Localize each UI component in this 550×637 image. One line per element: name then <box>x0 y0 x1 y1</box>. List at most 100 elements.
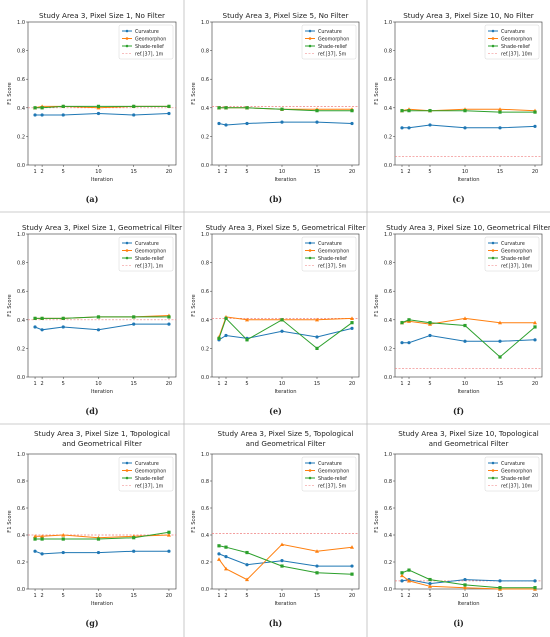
x-tick-label: 2 <box>41 169 44 175</box>
x-tick-label: 1 <box>400 381 403 387</box>
y-tick-label: 1.0 <box>201 20 209 26</box>
legend-label: Curvature <box>501 29 525 35</box>
legend-marker <box>308 256 312 260</box>
y-tick-label: 0.4 <box>201 533 209 539</box>
y-tick-label: 0.4 <box>17 533 25 539</box>
x-tick-label: 15 <box>497 169 503 175</box>
legend-label: Curvature <box>501 241 525 247</box>
y-tick-label: 0.0 <box>201 163 209 169</box>
y-tick-label: 0.6 <box>17 506 25 512</box>
data-point <box>132 549 136 553</box>
series-line-geomorphon <box>35 534 170 539</box>
chart-svg: Study Area 3, Pixel Size 1, Topologicala… <box>7 429 177 607</box>
legend-marker <box>491 476 495 480</box>
plot-frame <box>211 233 360 378</box>
data-point <box>40 552 44 556</box>
x-tick-label: 20 <box>349 593 355 599</box>
x-tick-label: 1 <box>400 593 403 599</box>
legend-label: Shade-relief <box>318 44 347 50</box>
x-tick-label: 1 <box>217 381 220 387</box>
chart-panel-b: Study Area 3, Pixel Size 5, No Filter 0.0… <box>184 0 367 212</box>
x-tick-label: 20 <box>349 381 355 387</box>
x-tick-label: 10 <box>462 593 468 599</box>
chart-title: Study Area 3, Pixel Size 10, No Filter <box>403 11 534 20</box>
x-tick-label: 2 <box>407 381 410 387</box>
data-point <box>40 113 44 117</box>
x-tick-label: 10 <box>95 381 101 387</box>
y-tick-label: 0.6 <box>201 289 209 295</box>
x-tick-label: 5 <box>245 381 248 387</box>
data-point <box>217 552 221 556</box>
legend-label: Shade-relief <box>318 256 347 262</box>
data-point <box>280 329 284 333</box>
chart-title: and Geometrical Filter <box>62 439 142 448</box>
y-tick-label: 0.0 <box>201 587 209 593</box>
y-tick-label: 0.2 <box>17 134 25 140</box>
data-point <box>428 582 432 586</box>
y-tick-label: 0.8 <box>384 261 392 267</box>
data-point <box>315 335 319 339</box>
data-point <box>315 549 319 553</box>
data-point <box>350 545 354 549</box>
x-tick-label: 10 <box>279 381 285 387</box>
legend-label: Curvature <box>318 29 342 35</box>
chart-svg: Study Area 3, Pixel Size 10, No Filter 0.… <box>374 11 543 183</box>
y-tick-label: 0.4 <box>17 318 25 324</box>
data-point <box>533 325 537 329</box>
data-point <box>132 536 136 540</box>
data-point <box>463 577 467 582</box>
series-line-curvature <box>218 121 353 126</box>
data-point <box>428 333 432 338</box>
x-axis-label: Iteration <box>274 389 296 395</box>
data-point <box>400 109 404 113</box>
legend-marker <box>308 249 312 252</box>
data-point <box>498 110 502 114</box>
legend-marker <box>125 469 129 472</box>
data-point <box>498 320 502 325</box>
y-tick-label: 0.6 <box>201 506 209 512</box>
x-axis-label: Iteration <box>457 177 479 183</box>
data-point <box>33 106 37 110</box>
chart-title: Study Area 3, Pixel Size 10, Geometrical… <box>386 223 550 232</box>
data-point <box>407 126 411 130</box>
y-tick-label: 0.8 <box>201 261 209 267</box>
series-line-shade-relief <box>402 110 535 113</box>
x-tick-label: 2 <box>224 169 227 175</box>
data-point <box>132 113 136 117</box>
x-tick-label: 15 <box>314 593 320 599</box>
x-tick-label: 2 <box>41 593 44 599</box>
series-line-shade-relief <box>401 569 535 589</box>
legend-marker <box>125 461 129 465</box>
legend-label: Geomorphon <box>501 468 532 474</box>
chart-svg: Study Area 3, Pixel Size 10, Topological… <box>374 429 543 607</box>
data-point <box>498 126 502 130</box>
legend-box <box>301 236 357 272</box>
data-point <box>428 321 432 325</box>
y-tick-label: 0.4 <box>17 106 25 112</box>
data-point <box>350 326 354 330</box>
y-tick-label: 0.6 <box>384 506 392 512</box>
legend-label: Geomorphon <box>135 36 166 42</box>
chart-panel-f: Study Area 3, Pixel Size 10, Geometrical… <box>367 212 550 424</box>
x-tick-label: 15 <box>314 381 320 387</box>
data-point <box>40 328 44 332</box>
data-point <box>533 579 537 583</box>
data-point <box>167 322 171 326</box>
panel-caption: (i) <box>453 618 464 628</box>
data-point <box>280 542 284 547</box>
legend-label: ref.[37], 5m <box>318 51 347 57</box>
x-tick-label: 1 <box>33 593 36 599</box>
y-tick-label: 0.8 <box>17 479 25 485</box>
legend-box <box>118 24 174 60</box>
legend-marker <box>308 461 312 465</box>
series-line-geomorphon <box>218 543 353 581</box>
x-tick-label: 10 <box>462 381 468 387</box>
legend-label: Curvature <box>501 461 525 467</box>
data-point <box>61 533 66 537</box>
legend-label: ref.[37], 10m <box>501 51 533 57</box>
y-tick-label: 0.6 <box>201 77 209 83</box>
legend-box <box>484 24 540 60</box>
legend-box <box>301 24 357 60</box>
legend-marker <box>491 44 495 48</box>
